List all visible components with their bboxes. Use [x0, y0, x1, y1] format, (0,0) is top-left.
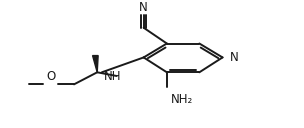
Polygon shape — [93, 56, 98, 72]
Text: N: N — [139, 1, 148, 14]
Text: NH: NH — [104, 70, 122, 83]
Text: NH₂: NH₂ — [171, 93, 193, 106]
Text: N: N — [230, 51, 239, 64]
Text: O: O — [46, 70, 55, 83]
